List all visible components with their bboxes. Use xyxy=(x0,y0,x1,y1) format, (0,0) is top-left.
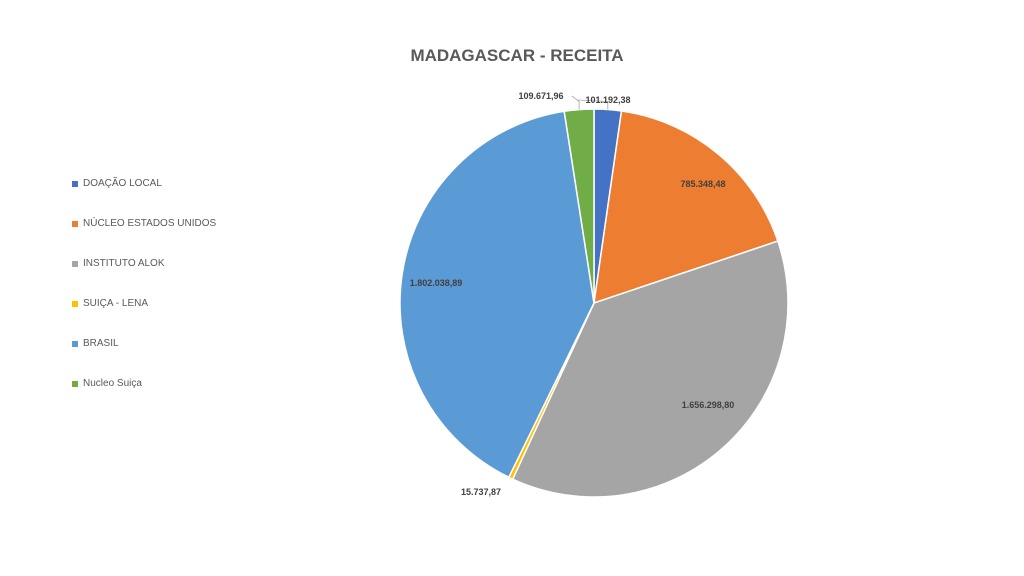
chart-title: MADAGASCAR - RECEITA xyxy=(410,46,624,65)
legend-label: INSTITUTO ALOK xyxy=(83,258,165,269)
legend-item: Nucleo Suiça xyxy=(72,378,216,418)
pie-slice xyxy=(593,110,779,305)
pie-slice xyxy=(511,240,789,498)
legend-swatch xyxy=(72,261,78,267)
legend-label: Nucleo Suiça xyxy=(83,378,142,389)
legend-item: NÚCLEO ESTADOS UNIDOS xyxy=(72,218,216,258)
chart-legend: DOAÇÃO LOCAL NÚCLEO ESTADOS UNIDOS INSTITU… xyxy=(72,178,216,418)
legend-item: INSTITUTO ALOK xyxy=(72,258,216,298)
legend-label: DOAÇÃO LOCAL xyxy=(83,178,162,189)
legend-item: SUIÇA - LENA xyxy=(72,298,216,338)
pie-slice xyxy=(399,110,595,479)
legend-item: BRASIL xyxy=(72,338,216,378)
data-label: 109.671,96 xyxy=(518,91,563,101)
legend-item: DOAÇÃO LOCAL xyxy=(72,178,216,218)
legend-swatch xyxy=(72,221,78,227)
data-label: 785.348,48 xyxy=(680,179,725,189)
leader-line xyxy=(577,99,609,110)
legend-swatch xyxy=(72,341,78,347)
leader-line xyxy=(571,95,580,110)
legend-swatch xyxy=(72,301,78,307)
legend-label: BRASIL xyxy=(83,338,119,349)
legend-label: NÚCLEO ESTADOS UNIDOS xyxy=(83,218,217,229)
data-label: 101.192,38 xyxy=(585,95,630,105)
data-label: 1.802.038,89 xyxy=(410,278,463,288)
legend-swatch xyxy=(72,381,78,387)
data-label: 1.656.298,80 xyxy=(682,400,735,410)
legend-label: SUIÇA - LENA xyxy=(83,298,149,309)
data-label: 15.737,87 xyxy=(461,487,501,497)
legend-swatch xyxy=(72,181,78,187)
